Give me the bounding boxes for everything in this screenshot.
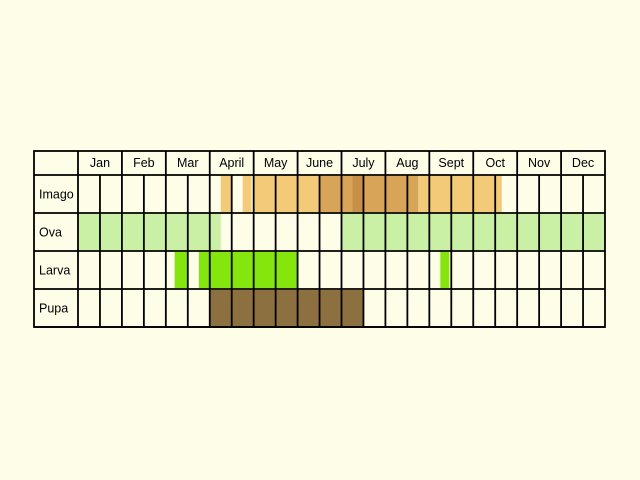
row-label-pupa: Pupa [39,302,68,316]
row-labels: Imago Ova Larva Pupa [39,188,74,316]
month-header-label: Nov [528,156,551,170]
month-header-label: Mar [177,156,199,170]
grid [33,150,606,328]
larva-period-1 [174,252,188,288]
month-header-label: Sept [438,156,464,170]
month-header-label: Aug [396,156,418,170]
imago-period-3 [253,176,320,212]
month-header-label: July [352,156,375,170]
larva-period-2 [198,252,298,288]
imago-period-6 [363,176,419,212]
month-header: Jan Feb Mar April May June July Aug Sept Oct Nov De… [90,156,594,170]
month-header-label: Jan [90,156,110,170]
month-header-label: June [306,156,333,170]
imago-period-4 [319,176,353,212]
imago-period-5 [352,176,364,212]
row-label-ova: Ova [39,226,62,240]
month-header-label: May [264,156,288,170]
month-header-label: Oct [485,156,505,170]
ova-period-1 [78,214,221,250]
row-label-larva: Larva [39,264,70,278]
imago-period-1 [220,176,232,212]
pupa-period-1 [209,290,364,326]
larva-period-3 [440,252,450,288]
month-header-label: April [219,156,244,170]
imago-period-2 [242,176,252,212]
imago-period-7 [418,176,502,212]
row-label-imago: Imago [39,188,74,202]
month-header-label: Dec [572,156,594,170]
month-header-label: Feb [133,156,155,170]
